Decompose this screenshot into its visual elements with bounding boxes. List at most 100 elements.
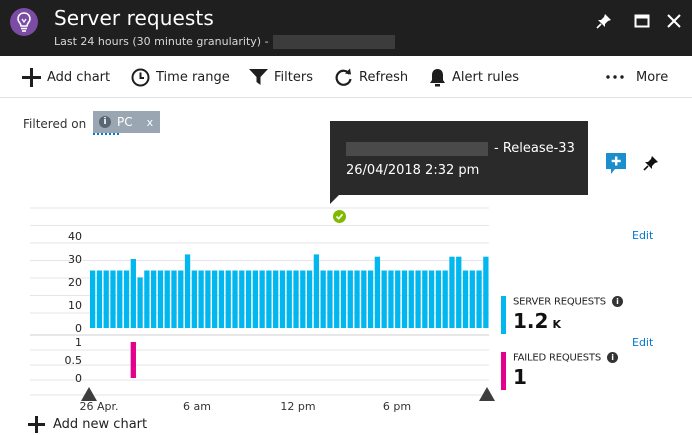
filter-chip[interactable]: i PC x xyxy=(93,111,161,133)
server-requests-bar[interactable] xyxy=(198,270,204,329)
server-requests-bar[interactable] xyxy=(388,270,394,329)
pin-blade-button[interactable] xyxy=(592,10,616,32)
server-requests-bar[interactable] xyxy=(367,270,374,329)
filters-button[interactable]: Filters xyxy=(249,56,313,98)
y-tick-label: 0.5 xyxy=(65,354,83,367)
edit-server-requests-link[interactable]: Edit xyxy=(632,229,654,242)
refresh-button[interactable]: Refresh xyxy=(334,56,408,98)
server-requests-bar[interactable] xyxy=(212,270,218,329)
server-requests-bar[interactable] xyxy=(232,270,238,329)
remove-filter-button[interactable]: x xyxy=(146,115,154,129)
x-tick-label: 6 pm xyxy=(383,400,411,413)
server-requests-bar[interactable] xyxy=(435,270,442,329)
server-requests-bar[interactable] xyxy=(259,270,265,329)
refresh-icon xyxy=(335,68,352,86)
more-button[interactable]: More xyxy=(606,56,668,98)
server-requests-bar[interactable] xyxy=(103,270,109,329)
server-requests-bar[interactable] xyxy=(306,270,313,329)
server-requests-bar[interactable] xyxy=(144,270,150,329)
server-requests-bar[interactable] xyxy=(239,270,245,329)
server-requests-bar[interactable] xyxy=(151,270,157,329)
y-tick-label: 0 xyxy=(75,372,82,385)
failed-requests-y-axis: 10.50 xyxy=(65,336,83,385)
server-requests-bar[interactable] xyxy=(327,270,333,329)
x-tick-label: 6 am xyxy=(183,400,211,413)
server-requests-bar[interactable] xyxy=(293,270,299,329)
more-label: More xyxy=(636,69,669,85)
server-requests-bar[interactable] xyxy=(408,270,414,329)
server-requests-bar[interactable] xyxy=(273,270,279,329)
server-requests-bar[interactable] xyxy=(456,256,462,328)
alert-rules-button[interactable]: Alert rules xyxy=(429,56,519,98)
server-requests-bar[interactable] xyxy=(300,270,306,329)
server-requests-bar[interactable] xyxy=(164,270,170,329)
server-requests-bar[interactable] xyxy=(245,270,252,329)
server-requests-bar[interactable] xyxy=(354,270,360,329)
release-marker-icon[interactable] xyxy=(333,210,346,223)
server-requests-bar[interactable] xyxy=(361,270,367,329)
server-requests-bar[interactable] xyxy=(415,270,421,329)
server-requests-bar[interactable] xyxy=(266,270,272,329)
server-requests-bar[interactable] xyxy=(110,270,116,329)
add-chart-label: Add chart xyxy=(47,69,111,85)
server-requests-bar[interactable] xyxy=(462,270,469,329)
maximize-button[interactable] xyxy=(630,10,654,32)
server-requests-bar[interactable] xyxy=(469,270,475,329)
server-requests-bar[interactable] xyxy=(252,270,258,329)
server-requests-bar[interactable] xyxy=(157,270,164,329)
server-requests-bar[interactable] xyxy=(320,270,326,329)
server-requests-bar[interactable] xyxy=(449,256,455,328)
server-requests-bar[interactable] xyxy=(381,270,387,329)
server-requests-bar[interactable] xyxy=(137,277,143,328)
filter-icon xyxy=(249,69,268,85)
server-requests-bar[interactable] xyxy=(178,270,184,329)
time-range-button[interactable]: Time range xyxy=(131,56,230,98)
server-requests-bar[interactable] xyxy=(184,254,191,328)
page-title: Server requests xyxy=(54,6,214,30)
page-subtitle: Last 24 hours (30 minute granularity) - xyxy=(54,35,395,49)
y-tick-label: 10 xyxy=(68,299,82,312)
server-requests-bar[interactable] xyxy=(218,270,225,329)
server-requests-bar[interactable] xyxy=(476,270,482,329)
server-requests-bar[interactable] xyxy=(279,270,286,329)
server-requests-bar[interactable] xyxy=(171,270,177,329)
legend-value: 1.2 K xyxy=(513,309,561,333)
add-annotation-button[interactable] xyxy=(606,153,626,179)
info-icon[interactable]: i xyxy=(606,352,618,363)
server-requests-bar[interactable] xyxy=(123,270,130,329)
server-requests-bar[interactable] xyxy=(313,254,320,328)
server-requests-bar[interactable] xyxy=(428,270,435,329)
server-requests-bar[interactable] xyxy=(401,270,408,329)
info-icon[interactable]: i xyxy=(611,296,623,307)
server-requests-bar[interactable] xyxy=(286,270,292,329)
bell-icon xyxy=(430,68,445,86)
maximize-icon xyxy=(634,14,650,28)
close-button[interactable] xyxy=(662,10,686,32)
pin-chart-button[interactable] xyxy=(643,155,659,175)
server-requests-bar[interactable] xyxy=(205,270,211,329)
server-requests-bar[interactable] xyxy=(225,270,231,329)
add-new-chart-button[interactable]: Add new chart xyxy=(28,414,147,434)
x-tick-label: 26 Apr. xyxy=(79,400,118,413)
server-requests-bar[interactable] xyxy=(90,270,96,329)
edit-failed-requests-link[interactable]: Edit xyxy=(632,336,654,349)
server-requests-bar[interactable] xyxy=(117,270,123,329)
server-requests-bar[interactable] xyxy=(96,270,103,329)
server-requests-bar[interactable] xyxy=(422,270,428,329)
server-requests-bar[interactable] xyxy=(483,256,489,328)
server-requests-bar[interactable] xyxy=(347,270,353,329)
server-requests-bar[interactable] xyxy=(442,270,448,329)
server-requests-bar[interactable] xyxy=(130,259,136,328)
server-requests-bar[interactable] xyxy=(191,270,197,329)
range-start-handle[interactable] xyxy=(81,387,97,401)
server-requests-bar[interactable] xyxy=(395,270,401,329)
server-requests-bar[interactable] xyxy=(340,270,347,329)
filter-chip-label: PC xyxy=(117,115,133,129)
add-chart-button[interactable]: Add chart xyxy=(22,56,110,98)
server-requests-bar[interactable] xyxy=(334,270,340,329)
failed-requests-bar[interactable] xyxy=(130,342,136,378)
redacted-resource-name xyxy=(272,35,395,49)
server-requests-bar[interactable] xyxy=(374,256,381,328)
range-end-handle[interactable] xyxy=(479,387,495,401)
